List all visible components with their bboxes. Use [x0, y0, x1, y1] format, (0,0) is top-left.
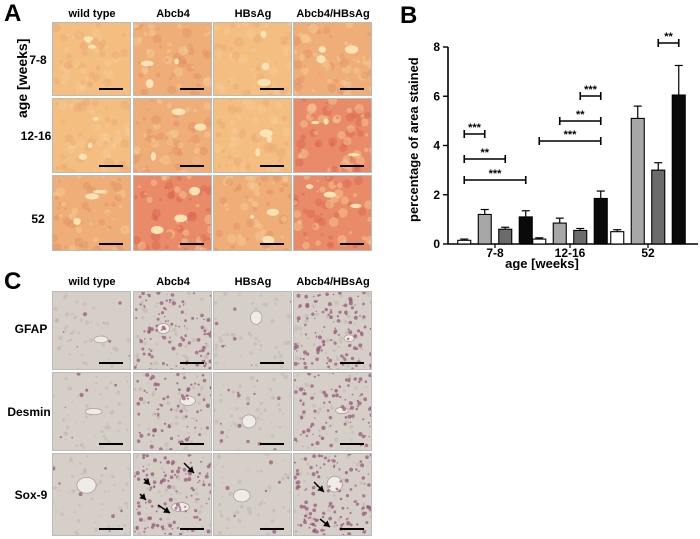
scale-bar: [260, 362, 284, 364]
panel-a-col-header: wild type: [68, 8, 116, 20]
y-tick-label: 4: [433, 139, 440, 153]
scale-bar: [340, 362, 364, 364]
panel-a-row-axis-label: age [weeks]: [14, 38, 30, 118]
panel-c-row-label: Desmin: [7, 405, 51, 419]
panel-c-micrograph: [293, 291, 372, 370]
scale-bar: [260, 243, 284, 245]
significance-label: **: [664, 31, 673, 43]
panel-a-micrograph: [293, 98, 372, 173]
scale-bar: [340, 88, 364, 90]
panel-c-micrograph: [52, 453, 131, 536]
bar: [457, 239, 472, 245]
panel-c-micrograph: [133, 372, 212, 451]
panel-c-micrograph: [133, 453, 212, 536]
panel-a-micrograph: [133, 175, 212, 251]
y-tick-label: 6: [433, 89, 440, 103]
significance-label: ***: [564, 129, 578, 141]
x-tick-label: 52: [641, 246, 655, 260]
panel-a-micrograph: [213, 98, 292, 173]
significance-label: ***: [584, 84, 598, 96]
bar: [671, 94, 686, 245]
panel-a-micrograph: [213, 175, 292, 251]
bar: [477, 213, 492, 245]
panel-a-col-header: Abcb4: [156, 8, 190, 20]
panel-c-micrograph: [52, 291, 131, 370]
panel-a-row-label: 52: [31, 212, 45, 226]
bar: [651, 169, 666, 245]
scale-bar: [99, 165, 123, 167]
panel-c-col-header: Abcb4: [156, 276, 190, 288]
panel-c-col-header: HBsAg: [234, 276, 272, 288]
panel-a-row-label: 12-16: [20, 129, 52, 143]
bar: [630, 117, 645, 245]
scale-bar: [260, 165, 284, 167]
scale-bar: [99, 243, 123, 245]
bar: [532, 238, 547, 245]
panel-a-letter: A: [4, 0, 22, 27]
panel-c-col-header: wild type: [68, 276, 116, 288]
scale-bar: [99, 362, 123, 364]
panel-c-letter: C: [4, 268, 22, 295]
significance-label: ***: [468, 122, 482, 134]
panel-c-micrograph: [293, 453, 372, 536]
significance-label: **: [576, 109, 585, 121]
y-tick-label: 0: [433, 237, 440, 251]
scale-bar: [340, 165, 364, 167]
scale-bar: [180, 88, 204, 90]
scale-bar: [260, 528, 284, 530]
scale-bar: [99, 528, 123, 530]
panel-c-micrograph: [213, 291, 292, 370]
y-tick-label: 2: [433, 188, 440, 202]
scale-bar: [180, 165, 204, 167]
panel-c-row-label: GFAP: [14, 322, 48, 336]
scale-bar: [99, 443, 123, 445]
panel-a-col-header: HBsAg: [234, 8, 272, 20]
panel-c-micrograph: [213, 453, 292, 536]
panel-a-micrograph: [52, 22, 131, 96]
scale-bar: [180, 528, 204, 530]
panel-a-row-label: 7-8: [29, 53, 47, 67]
panel-a-micrograph: [133, 98, 212, 173]
scale-bar: [180, 243, 204, 245]
bar: [610, 231, 625, 245]
panel-a-micrograph: [133, 22, 212, 96]
significance-label: **: [480, 147, 489, 159]
scale-bar: [260, 443, 284, 445]
panel-c-micrograph: [52, 372, 131, 451]
panel-b-letter: B: [400, 2, 418, 29]
panel-a-micrograph: [52, 175, 131, 251]
scale-bar: [180, 362, 204, 364]
panel-c-micrograph: [213, 372, 292, 451]
panel-c-micrograph: [293, 372, 372, 451]
bar: [518, 216, 533, 245]
y-axis-title: percentage of area stained: [406, 57, 421, 222]
panel-a-micrograph: [293, 22, 372, 96]
significance-label: ***: [489, 168, 503, 180]
panel-c-micrograph: [133, 291, 212, 370]
panel-c-row-label: Sox-9: [14, 488, 48, 502]
scale-bar: [180, 443, 204, 445]
x-tick-label: 7-8: [486, 246, 504, 260]
scale-bar: [99, 88, 123, 90]
bar: [552, 222, 567, 245]
bar: [593, 197, 608, 245]
scale-bar: [340, 528, 364, 530]
panel-a-micrograph: [293, 175, 372, 251]
x-axis-title: age [weeks]: [505, 256, 579, 270]
y-tick-label: 8: [433, 40, 440, 54]
panel-a-micrograph: [213, 22, 292, 96]
scale-bar: [340, 243, 364, 245]
panel-c-col-header: Abcb4/HBsAg: [296, 276, 370, 288]
bar-chart: percentage of area stained age [weeks] 0…: [406, 31, 698, 270]
bar: [573, 229, 588, 245]
panel-a-micrograph: [52, 98, 131, 173]
scale-bar: [340, 443, 364, 445]
x-tick-label: 12-16: [555, 246, 586, 260]
scale-bar: [260, 88, 284, 90]
panel-a-col-header: Abcb4/HBsAg: [296, 8, 370, 20]
bar: [498, 228, 513, 245]
